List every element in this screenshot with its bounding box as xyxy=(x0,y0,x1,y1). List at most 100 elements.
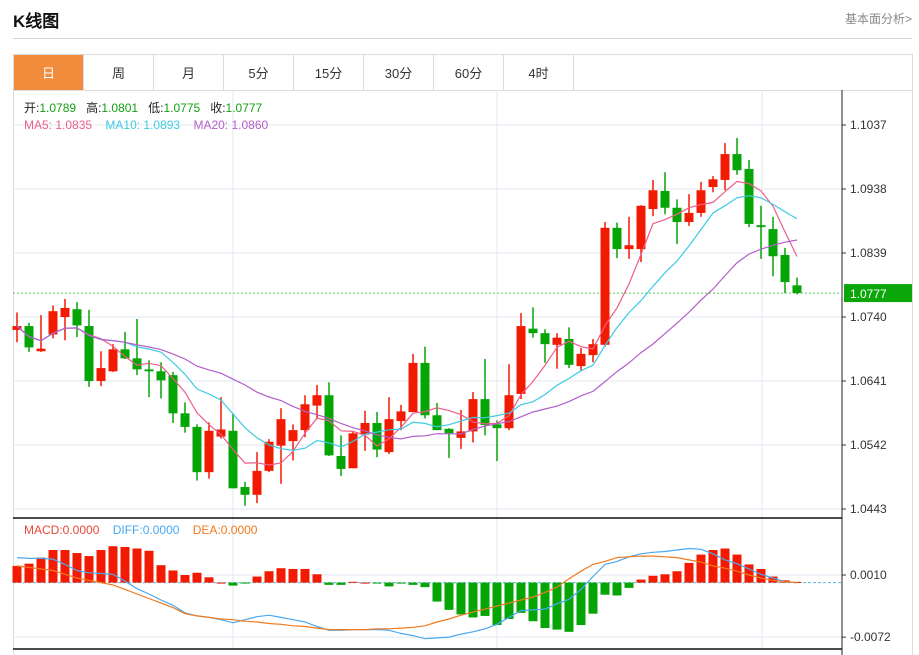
candle-body xyxy=(684,212,694,222)
candle xyxy=(384,397,394,455)
candle xyxy=(336,435,346,477)
price-tick-label: 1.0938 xyxy=(850,182,887,196)
candle xyxy=(756,205,766,259)
price-tick-label: 1.0641 xyxy=(850,374,887,388)
candle xyxy=(516,313,526,400)
candle xyxy=(552,333,562,369)
ohlc-legend: 开:1.0789 高:1.0801 低:1.0775 收:1.0777 xyxy=(24,99,262,116)
candle xyxy=(216,397,226,439)
candle xyxy=(744,159,754,228)
tab-30min[interactable]: 30分 xyxy=(364,55,434,90)
tab-4hour[interactable]: 4时 xyxy=(504,55,574,90)
candle xyxy=(528,307,538,338)
candle xyxy=(732,137,742,175)
macd-bar xyxy=(300,568,310,583)
macd-bar xyxy=(612,582,622,596)
candle-body xyxy=(696,190,706,213)
candle-body xyxy=(384,419,394,453)
macd-bar xyxy=(336,582,346,585)
macd-bar xyxy=(528,582,538,622)
candle-body xyxy=(96,368,106,381)
candle-body xyxy=(156,371,166,381)
candle-body xyxy=(312,395,322,406)
divider xyxy=(13,38,912,39)
candle xyxy=(264,439,274,473)
macd-bar xyxy=(516,582,526,613)
candle-body xyxy=(396,411,406,422)
candle xyxy=(240,481,250,506)
candle-body xyxy=(492,424,502,429)
macd-bar xyxy=(384,582,394,587)
macd-bar xyxy=(288,568,298,583)
tab-month[interactable]: 月 xyxy=(154,55,224,90)
candle xyxy=(636,205,646,263)
macd-bar xyxy=(120,546,130,583)
macd-bar xyxy=(240,582,250,584)
candle xyxy=(708,176,718,193)
dea-value: DEA:0.0000 xyxy=(192,523,258,537)
macd-bar xyxy=(564,582,574,632)
macd-bar xyxy=(276,568,286,583)
candle xyxy=(648,179,658,217)
macd-bar xyxy=(96,550,106,583)
macd-bar xyxy=(348,581,358,583)
candle-body xyxy=(180,413,190,427)
candle-body xyxy=(732,154,742,171)
candle-body xyxy=(324,395,334,456)
candle-body xyxy=(168,375,178,414)
macd-bar xyxy=(372,582,382,584)
page-title: K线图 xyxy=(13,12,60,31)
candle-body xyxy=(288,430,298,442)
macd-bar xyxy=(600,582,610,595)
candle xyxy=(252,452,262,504)
period-tabs: 日 周 月 5分 15分 30分 60分 4时 xyxy=(13,54,913,91)
close-label: 收: xyxy=(210,101,226,115)
candle xyxy=(456,410,466,449)
candle xyxy=(564,327,574,369)
candle-body xyxy=(348,433,358,469)
candle-body xyxy=(264,441,274,471)
candle-body xyxy=(648,190,658,210)
tab-day[interactable]: 日 xyxy=(14,55,84,90)
candle xyxy=(120,331,130,360)
candle xyxy=(156,362,166,399)
macd-bar xyxy=(552,582,562,630)
candle-body xyxy=(660,190,670,208)
candle-body xyxy=(372,423,382,450)
macd-bar xyxy=(684,562,694,583)
candle xyxy=(204,422,214,479)
candle-body xyxy=(240,487,250,495)
tab-5min[interactable]: 5分 xyxy=(224,55,294,90)
candle xyxy=(180,402,190,433)
candle xyxy=(600,221,610,347)
tab-15min[interactable]: 15分 xyxy=(294,55,364,90)
candle xyxy=(720,143,730,191)
macd-bar xyxy=(228,582,238,586)
macd-bar xyxy=(468,582,478,618)
ma10-line xyxy=(16,195,798,452)
candle-body xyxy=(456,431,466,438)
candle-body xyxy=(108,349,118,372)
macd-bar xyxy=(12,565,22,583)
macd-bar xyxy=(252,576,262,583)
tab-week[interactable]: 周 xyxy=(84,55,154,90)
candle-body xyxy=(636,205,646,250)
candle-body xyxy=(708,179,718,188)
macd-bar xyxy=(360,582,370,584)
candle-body xyxy=(480,399,490,425)
candle-body xyxy=(588,344,598,356)
candle xyxy=(612,222,622,259)
candle xyxy=(540,329,550,363)
candle xyxy=(492,420,502,462)
candle-body xyxy=(408,362,418,413)
macd-bar xyxy=(216,582,226,584)
candle-body xyxy=(444,428,454,434)
candle xyxy=(228,413,238,489)
fundamental-analysis-link[interactable]: 基本面分析> xyxy=(844,12,912,26)
macd-value: MACD:0.0000 xyxy=(24,523,100,537)
tab-60min[interactable]: 60分 xyxy=(434,55,504,90)
macd-bar xyxy=(36,557,46,583)
candle-body xyxy=(672,207,682,222)
candle-body xyxy=(516,326,526,394)
